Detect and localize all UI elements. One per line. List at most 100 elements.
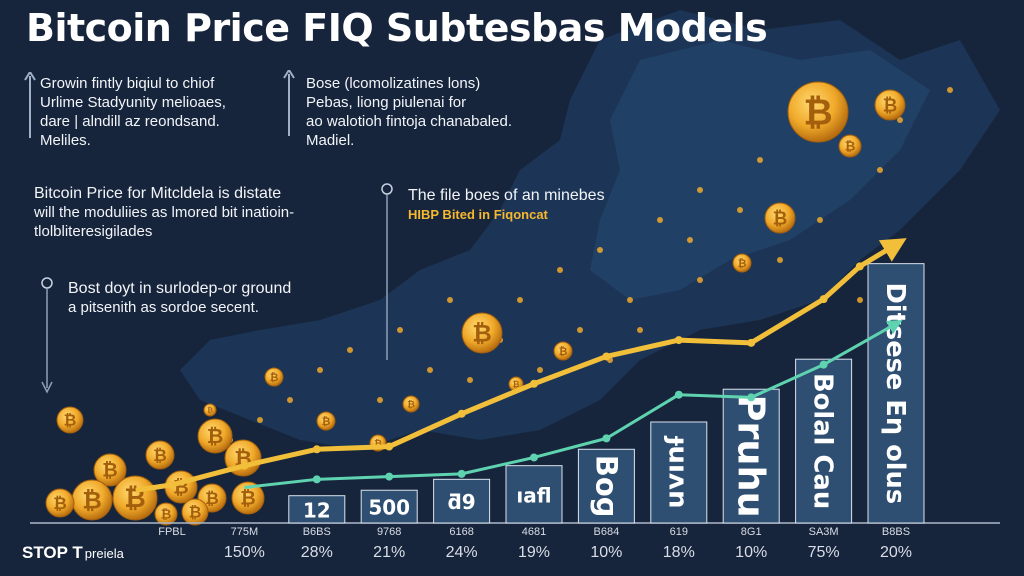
sparkle-dot [317,367,323,373]
bar [433,478,491,524]
percent-label: 28% [300,544,333,561]
sparkle-dot [597,247,603,253]
percent-label: 24% [445,544,478,561]
bitcoin-coin-icon: ₿ [231,481,265,515]
bitcoin-coin-icon: ₿ [197,418,233,454]
bitcoin-coin-icon: ₿ [316,411,336,431]
note-line: will the moduliies as lmored bit inatioi… [34,204,295,221]
sparkle-dot [737,207,743,213]
sparkle-dot [697,187,703,193]
trend-point [457,409,466,418]
sparkle-dot [777,257,783,263]
x-tick-label: 4681 [521,526,547,538]
svg-text:₿: ₿ [82,486,102,514]
trend-point [240,461,249,470]
x-tick-label: SA3M [808,526,839,538]
bar-data-label: 12 [303,498,331,522]
bar-data-label: 500 [368,496,410,520]
sparkle-dot [877,167,883,173]
x-tick-label: 775M [230,526,259,538]
note-top-left: Growin fintly biqiul to chiof Urlime Sta… [40,74,226,150]
trend-point [602,434,611,443]
svg-text:₿: ₿ [322,415,331,428]
svg-text:₿: ₿ [207,406,213,415]
svg-text:₿: ₿ [738,257,747,270]
note-line: Bitcoin Price for Mitcldela is distate [34,185,282,202]
percent-label: 10% [590,544,623,561]
brand-name: STOP T [22,543,83,562]
trend-point [385,442,394,451]
trend-point [602,352,611,361]
trend-point [819,360,828,369]
bar [722,388,780,524]
percent-label: 10% [735,544,768,561]
sparkle-dot [447,297,453,303]
svg-text:₿: ₿ [64,411,77,429]
bar [577,448,635,524]
percent-label: 75% [807,544,840,561]
trend-point [312,445,321,454]
note-line: Urlime Stadyunity melioaes, [40,94,226,111]
trend-point [747,338,756,347]
trend-point [457,469,466,478]
x-tick-label: 6168 [449,526,474,538]
svg-text:₿: ₿ [189,503,202,521]
sparkle-dot [627,297,633,303]
svg-text:₿: ₿ [270,371,279,384]
svg-text:₿: ₿ [374,438,382,449]
svg-text:₿: ₿ [161,508,172,523]
note-line: Pebas, liong piulenai for [306,94,467,111]
sparkle-dot [537,367,543,373]
sparkle-dot [637,327,643,333]
x-tick-label: B6BS [302,526,331,538]
sparkle-dot [377,397,383,403]
bitcoin-coin-icon: ₿ [461,312,503,354]
scatter-dots [227,87,953,443]
note-highlight: HIBP Bited in Fiqoncat [408,207,548,222]
trend-point [747,393,756,402]
bitcoin-coin-icon: ₿ [203,403,217,417]
bar [867,263,925,524]
bitcoin-coin-icon: ₿ [154,502,178,526]
note-line: a pitsenith as sordoe secent. [68,299,259,316]
svg-text:₿: ₿ [407,399,415,410]
trend-lines [135,238,907,493]
svg-text:₿: ₿ [153,445,167,465]
note-line: Madiel. [306,132,355,149]
bitcoin-coin-icon: ₿ [764,202,796,234]
sparkle-dot [287,397,293,403]
bitcoin-coin-icon: ₿ [787,81,849,143]
bar-data-label: Pruhu [729,394,772,517]
bitcoin-coin-icon: ₿ [112,475,158,521]
svg-text:₿: ₿ [883,95,898,116]
sparkle-dot [427,367,433,373]
trend-point [855,262,864,271]
percent-label: 21% [373,544,406,561]
sparkle-dot [257,417,263,423]
bitcoin-coin-icon: ₿ [874,89,906,121]
trend-point [312,475,321,484]
svg-text:₿: ₿ [513,379,520,389]
bar [288,495,346,524]
note-bracket-icon [283,70,295,136]
svg-text:₿: ₿ [559,345,568,358]
trend-point [674,336,683,345]
svg-text:₿: ₿ [207,424,224,448]
note-middle-center: The file boes of an minebes HIBP Bited i… [408,186,605,224]
sparkle-dot [697,277,703,283]
sparkle-dot [397,327,403,333]
bar [360,489,418,524]
bitcoin-coin-icon: ₿ [732,253,752,273]
svg-text:₿: ₿ [803,93,832,134]
bitcoin-coin-icon: ₿ [553,341,573,361]
bar [650,421,708,524]
bitcoin-coin-icon: ₿ [45,488,75,518]
teal-trend-line [244,320,903,490]
note-line: Bose (lcomolizatines lons) [306,75,481,92]
sparkle-dot [897,117,903,123]
bar [505,465,563,524]
bar-data-label: Boɡ [589,455,623,518]
x-tick-label: 9768 [376,526,402,538]
